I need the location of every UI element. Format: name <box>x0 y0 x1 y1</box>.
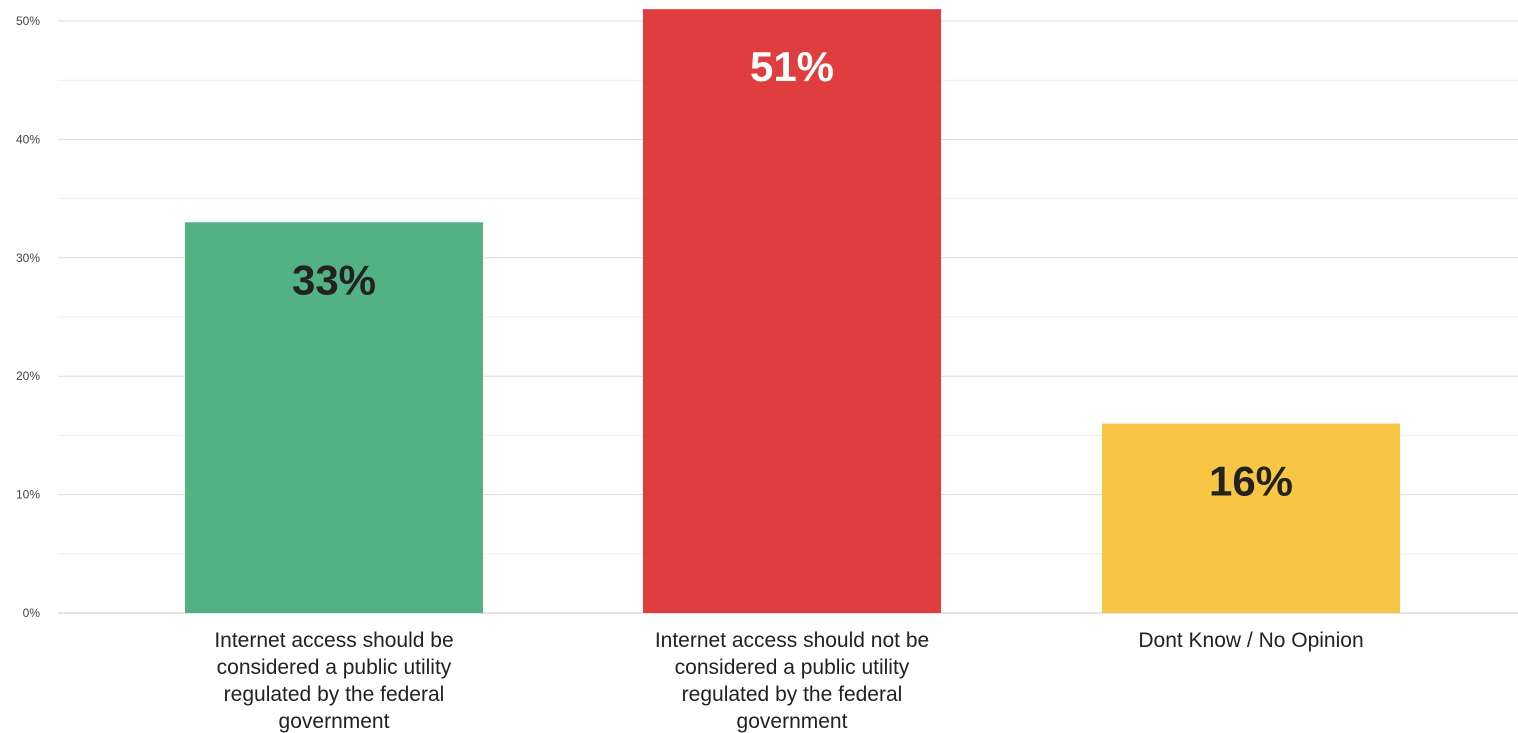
x-category-label-line: considered a public utility <box>675 656 910 679</box>
x-category-label-line: regulated by the federal <box>682 683 903 706</box>
bars: 33% 51% 16% <box>185 9 1400 614</box>
bar-data-label: 33% <box>292 256 376 303</box>
x-category-label: Internet access should not be considered … <box>655 629 929 733</box>
bar <box>1102 423 1400 613</box>
x-category-label-line: government <box>279 710 390 733</box>
y-tick-label: 40% <box>16 132 40 146</box>
bar <box>185 222 483 613</box>
bar-data-label: 51% <box>750 43 834 90</box>
y-tick-label: 0% <box>23 606 41 620</box>
y-tick-label: 50% <box>16 14 40 28</box>
y-tick-label: 30% <box>16 251 40 265</box>
x-category-label: Internet access should be considered a pu… <box>214 629 453 733</box>
bar <box>643 9 941 614</box>
y-tick-label: 10% <box>16 488 40 502</box>
category-labels: Internet access should be considered a pu… <box>214 629 1363 733</box>
x-category-label-line: Internet access should not be <box>655 629 929 652</box>
x-category-label-line: Internet access should be <box>214 629 453 652</box>
y-axis-ticks: 0% 10% 20% 30% 40% 50% <box>16 14 40 620</box>
x-category-label-line: Dont Know / No Opinion <box>1138 629 1363 652</box>
x-category-label: Dont Know / No Opinion <box>1138 629 1363 652</box>
x-category-label-line: regulated by the federal <box>224 683 445 706</box>
y-tick-label: 20% <box>16 369 40 383</box>
bar-data-label: 16% <box>1209 458 1293 505</box>
x-category-label-line: government <box>737 710 848 733</box>
x-category-label-line: considered a public utility <box>217 656 452 679</box>
